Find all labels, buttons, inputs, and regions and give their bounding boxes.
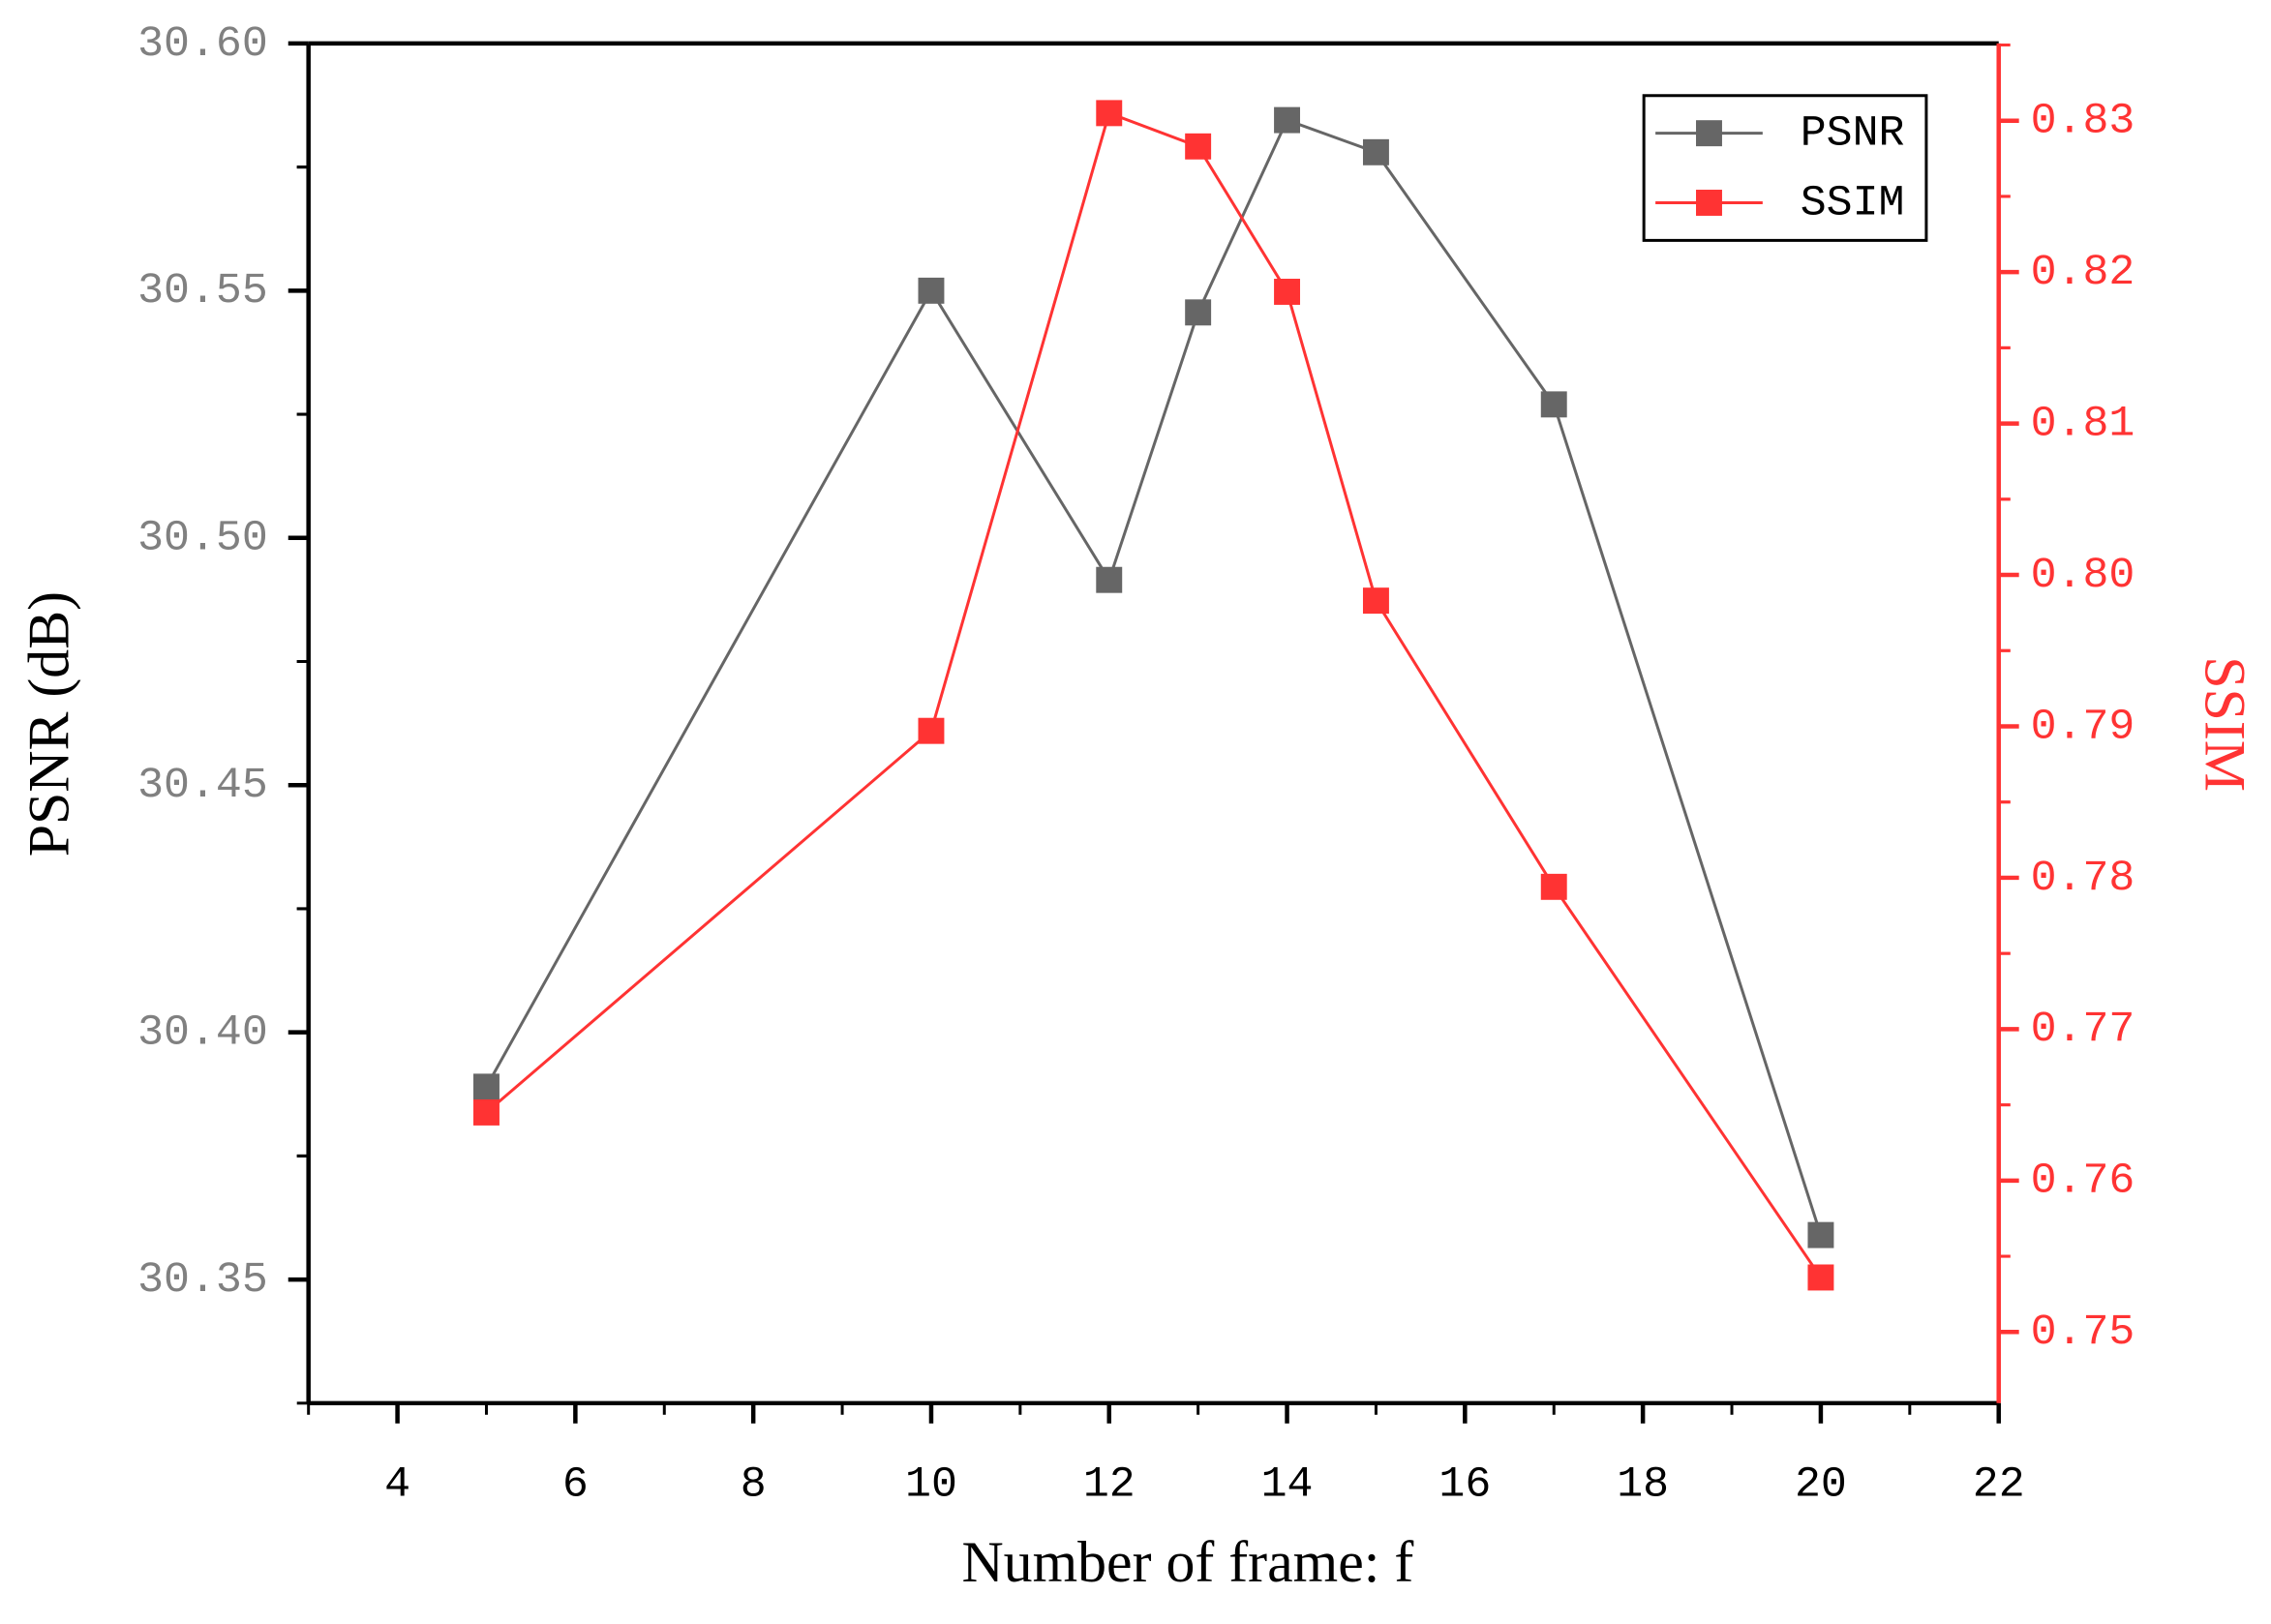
point-marker [1274,279,1301,305]
y-tick-label: 30.60 [137,20,268,69]
point-marker [1362,587,1389,615]
legend-box [1642,94,1928,242]
y2-tick-label: 0.77 [2031,1006,2135,1054]
y2-axis-title: SSIM [2193,656,2256,792]
y2-tick-label: 0.75 [2031,1308,2135,1357]
y2-tick-label: 0.81 [2031,400,2135,448]
x-tick-label: 14 [1261,1460,1314,1509]
y-tick-label: 30.45 [137,762,268,810]
y2-tick-label: 0.82 [2031,249,2135,297]
point-marker [1807,1264,1834,1291]
x-axis-title: Number of frame: f [961,1530,1413,1594]
legend-marker [1696,190,1722,216]
x-tick-label: 6 [562,1460,589,1509]
x-tick-label: 8 [741,1460,767,1509]
y2-tick-label: 0.79 [2031,703,2135,751]
x-tick-label: 22 [1973,1460,2025,1509]
point-marker [1274,106,1301,134]
point-marker [1362,138,1389,165]
y2-tick-label: 0.78 [2031,855,2135,903]
x-tick-label: 18 [1617,1460,1669,1509]
x-tick-label: 16 [1438,1460,1491,1509]
point-marker [1096,566,1123,593]
y2-tick-label: 0.80 [2031,552,2135,600]
x-tick-label: 12 [1083,1460,1136,1509]
point-marker [1185,133,1212,160]
x-tick-label: 4 [384,1460,410,1509]
series-line [485,110,1823,1278]
y2-tick-label: 0.76 [2031,1158,2135,1206]
point-marker [473,1098,500,1126]
point-marker [1807,1221,1834,1248]
y-axis-title: PSNR (dB) [17,591,81,857]
point-marker [1540,391,1567,418]
point-marker [1540,873,1567,900]
y-tick-label: 30.40 [137,1009,268,1058]
legend-marker [1696,120,1722,147]
point-marker [473,1073,500,1100]
series-line [485,118,1823,1236]
legend-label: PSNR [1801,110,1905,159]
legend-label: SSIM [1801,179,1905,227]
y-tick-label: 30.50 [137,515,268,563]
point-marker [1096,100,1123,127]
point-marker [918,277,945,304]
y2-tick-label: 0.83 [2031,98,2135,146]
point-marker [918,717,945,744]
x-tick-label: 10 [905,1460,957,1509]
x-tick-label: 20 [1795,1460,1847,1509]
point-marker [1185,299,1212,326]
y-tick-label: 30.55 [137,267,268,316]
y-tick-label: 30.35 [137,1256,268,1305]
